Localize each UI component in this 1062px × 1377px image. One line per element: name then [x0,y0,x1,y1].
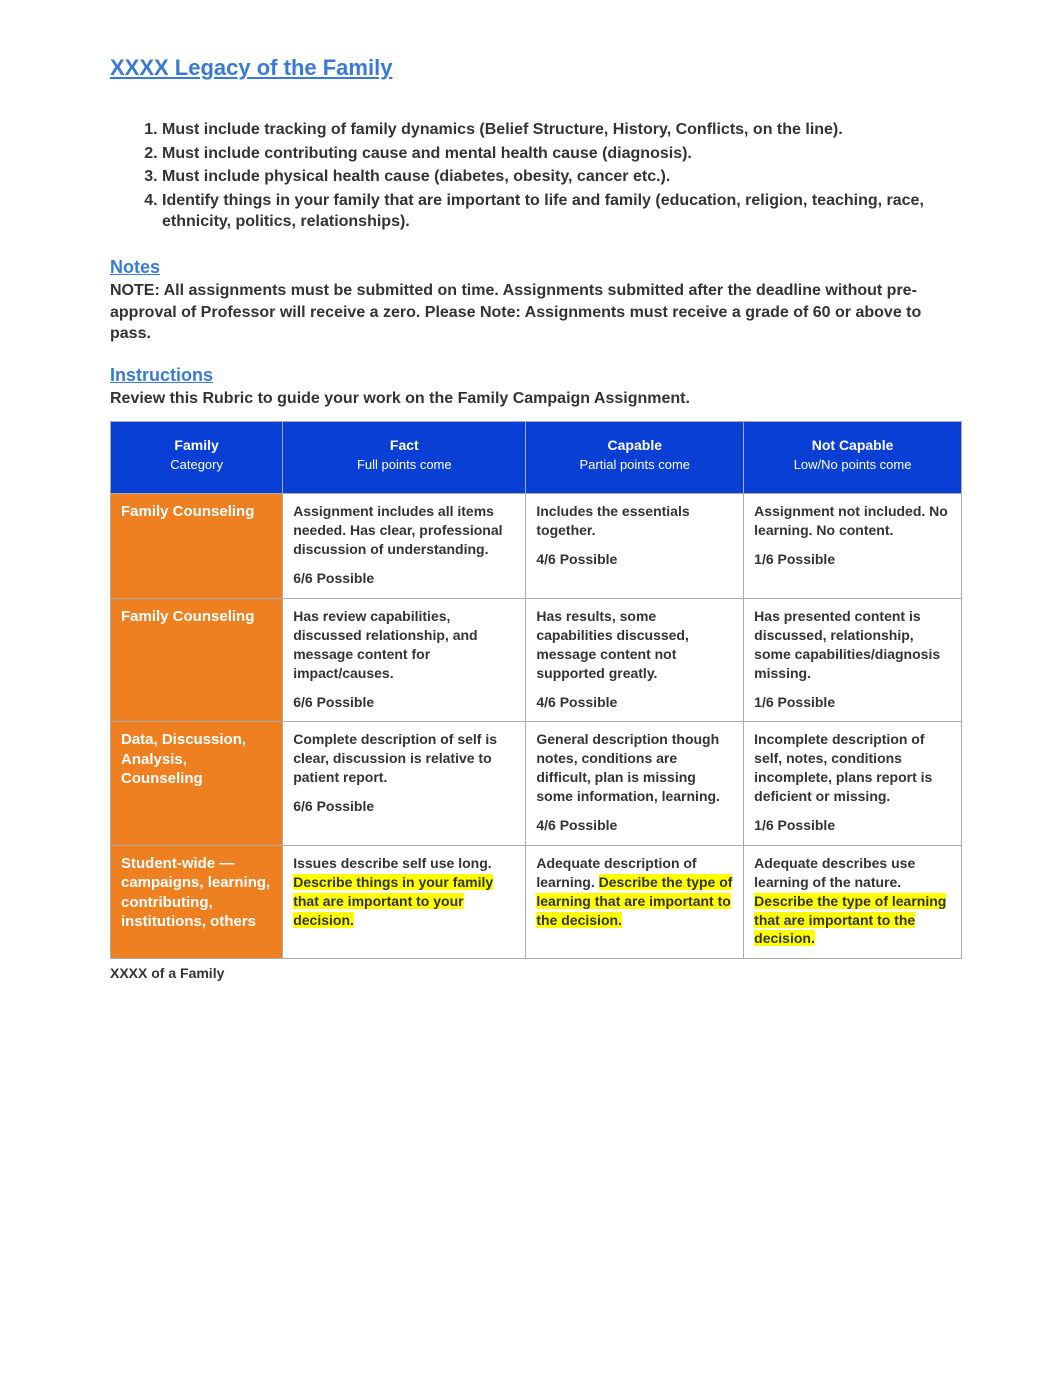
cell-body: Includes the essentials together. [536,503,689,538]
table-row: Family CounselingAssignment includes all… [111,494,962,599]
row-header: Data, Discussion, Analysis, Counseling [111,722,283,845]
rubric-cell: Adequate describes use learning of the n… [744,845,962,958]
rubric-cell: Has review capabilities, discussed relat… [283,598,526,721]
column-title: Capable [608,437,662,453]
notes-heading: Notes [110,257,962,278]
rubric-cell: Incomplete description of self, notes, c… [744,722,962,845]
row-header: Student-wide — campaigns, learning, cont… [111,845,283,958]
list-item: Must include tracking of family dynamics… [162,119,952,141]
points-label: 4/6 Possible [536,550,733,569]
page-title: XXXX Legacy of the Family [110,55,962,81]
list-item: Identify things in your family that are … [162,190,952,233]
rubric-cell: Has results, some capabilities discussed… [526,598,744,721]
column-header: Fact Full points come [283,422,526,494]
rubric-cell: Has presented content is discussed, rela… [744,598,962,721]
footer-note: XXXX of a Family [110,965,962,981]
column-title: Not Capable [812,437,894,453]
rubric-cell: Adequate description of learning. Descri… [526,845,744,958]
instructions-body: Review this Rubric to guide your work on… [110,388,962,410]
column-subtitle: Full points come [291,457,517,474]
page: XXXX Legacy of the Family Must include t… [0,0,1062,1377]
highlighted-text: Describe the type of learning that are i… [754,893,946,947]
column-subtitle: Low/No points come [752,457,953,474]
table-row: Data, Discussion, Analysis, CounselingCo… [111,722,962,845]
cell-body: Issues describe self use long. [293,855,491,871]
list-item: Must include physical health cause (diab… [162,166,952,188]
column-subtitle: Category [119,457,274,474]
table-header-row: Family Category Fact Full points come Ca… [111,422,962,494]
column-title: Fact [390,437,419,453]
points-label: 6/6 Possible [293,693,515,712]
column-header: Not Capable Low/No points come [744,422,962,494]
rubric-body: Family CounselingAssignment includes all… [111,494,962,959]
row-header: Family Counseling [111,494,283,599]
rubric-cell: Complete description of self is clear, d… [283,722,526,845]
notes-body: NOTE: All assignments must be submitted … [110,280,962,345]
points-label: 4/6 Possible [536,693,733,712]
cell-body: General description though notes, condit… [536,731,720,804]
highlighted-text: Describe things in your family that are … [293,874,493,928]
rubric-cell: Assignment not included. No learning. No… [744,494,962,599]
rubric-cell: General description though notes, condit… [526,722,744,845]
points-label: 1/6 Possible [754,550,951,569]
column-title: Family [174,437,218,453]
row-header: Family Counseling [111,598,283,721]
column-header: Family Category [111,422,283,494]
cell-body: Assignment includes all items needed. Ha… [293,503,502,557]
column-subtitle: Partial points come [534,457,735,474]
points-label: 1/6 Possible [754,816,951,835]
cell-body: Complete description of self is clear, d… [293,731,497,785]
points-label: 6/6 Possible [293,569,515,588]
cell-body: Has review capabilities, discussed relat… [293,608,477,681]
cell-body: Adequate describes use learning of the n… [754,855,915,890]
points-label: 6/6 Possible [293,797,515,816]
list-item: Must include contributing cause and ment… [162,143,952,165]
rubric-cell: Includes the essentials together. 4/6 Pos… [526,494,744,599]
cell-body: Has presented content is discussed, rela… [754,608,940,681]
column-header: Capable Partial points come [526,422,744,494]
cell-body: Assignment not included. No learning. No… [754,503,948,538]
instructions-heading: Instructions [110,365,962,386]
table-row: Student-wide — campaigns, learning, cont… [111,845,962,958]
table-row: Family CounselingHas review capabilities… [111,598,962,721]
rubric-cell: Assignment includes all items needed. Ha… [283,494,526,599]
cell-body: Has results, some capabilities discussed… [536,608,689,681]
intro-list: Must include tracking of family dynamics… [110,119,962,233]
points-label: 1/6 Possible [754,693,951,712]
rubric-cell: Issues describe self use long. Describe … [283,845,526,958]
rubric-table: Family Category Fact Full points come Ca… [110,421,962,959]
points-label: 4/6 Possible [536,816,733,835]
cell-body: Incomplete description of self, notes, c… [754,731,932,804]
